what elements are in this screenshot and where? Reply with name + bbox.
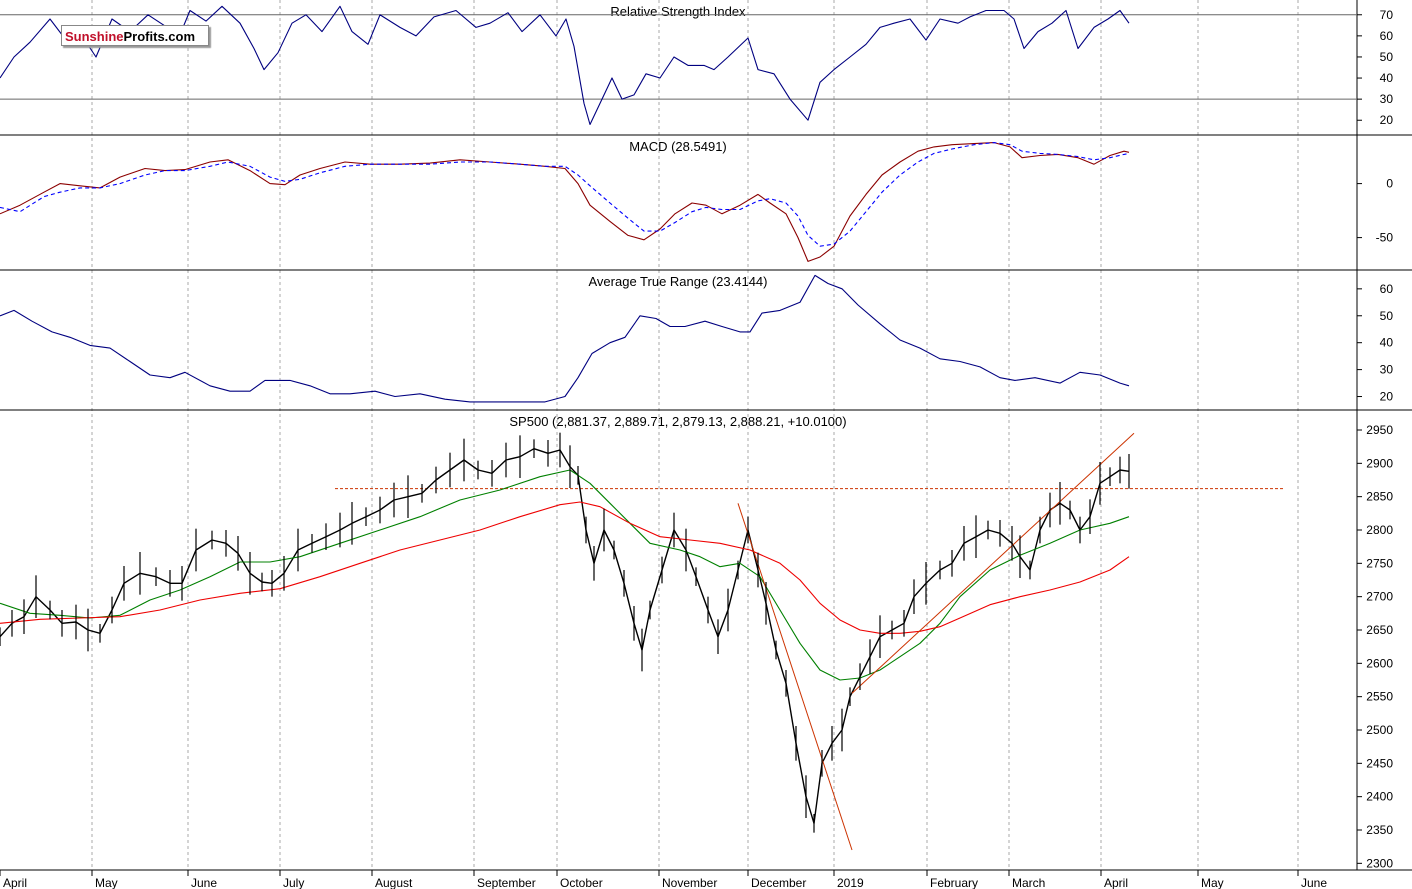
y-tick-label: 20 [1380,390,1394,404]
y-tick-label: -50 [1376,231,1394,245]
panel-title: Average True Range (23.4144) [589,274,768,289]
y-tick-label: 2400 [1366,790,1393,804]
month-label: May [1201,876,1224,889]
month-label: November [662,876,717,889]
rsi-line [0,5,1130,126]
y-tick-label: 60 [1380,29,1394,43]
y-tick-label: 2300 [1366,856,1393,870]
y-tick-label: 30 [1380,92,1394,106]
panel-title: SP500 (2,881.37, 2,889.71, 2,879.13, 2,8… [509,414,846,429]
month-label: 2019 [837,876,864,889]
sma-slow-line [0,501,1130,634]
y-tick-label: 2900 [1366,456,1393,470]
month-label: February [930,876,978,889]
y-tick-label: 2450 [1366,756,1393,770]
y-tick-label: 2800 [1366,523,1393,537]
month-label: July [283,876,304,889]
price-line [0,448,1130,824]
month-label: March [1012,876,1045,889]
y-tick-label: 2750 [1366,556,1393,570]
sma-fast-line [0,469,1130,681]
month-label: December [751,876,806,889]
trendline-down [737,503,853,851]
panel-title: MACD (28.5491) [629,139,727,154]
y-tick-label: 70 [1380,8,1394,22]
y-tick-label: 50 [1380,309,1394,323]
y-tick-label: 30 [1380,363,1394,377]
macd-line [0,142,1130,262]
atr-line [0,274,1130,403]
signal-line [0,142,1130,247]
panel-title: Relative Strength Index [610,4,746,19]
y-tick-label: 50 [1380,50,1394,64]
y-tick-label: 0 [1386,177,1393,191]
y-tick-label: 2350 [1366,823,1393,837]
month-label: September [477,876,536,889]
y-tick-label: 2500 [1366,723,1393,737]
month-label: April [1104,876,1128,889]
trendline-up [851,432,1135,694]
y-tick-label: 2700 [1366,590,1393,604]
y-tick-label: 40 [1380,336,1394,350]
y-tick-label: 2650 [1366,623,1393,637]
y-tick-label: 2850 [1366,490,1393,504]
sunshineprofits-logo[interactable]: SunshineProfits.com [61,25,209,46]
month-label: June [1301,876,1327,889]
month-label: August [375,876,413,889]
y-tick-label: 60 [1380,282,1394,296]
y-tick-label: 2950 [1366,423,1393,437]
month-label: April [3,876,27,889]
y-tick-label: 2550 [1366,690,1393,704]
month-label: October [560,876,603,889]
month-label: May [95,876,118,889]
y-tick-label: 2600 [1366,656,1393,670]
month-label: June [191,876,217,889]
y-tick-label: 40 [1380,71,1394,85]
y-tick-label: 20 [1380,113,1394,127]
